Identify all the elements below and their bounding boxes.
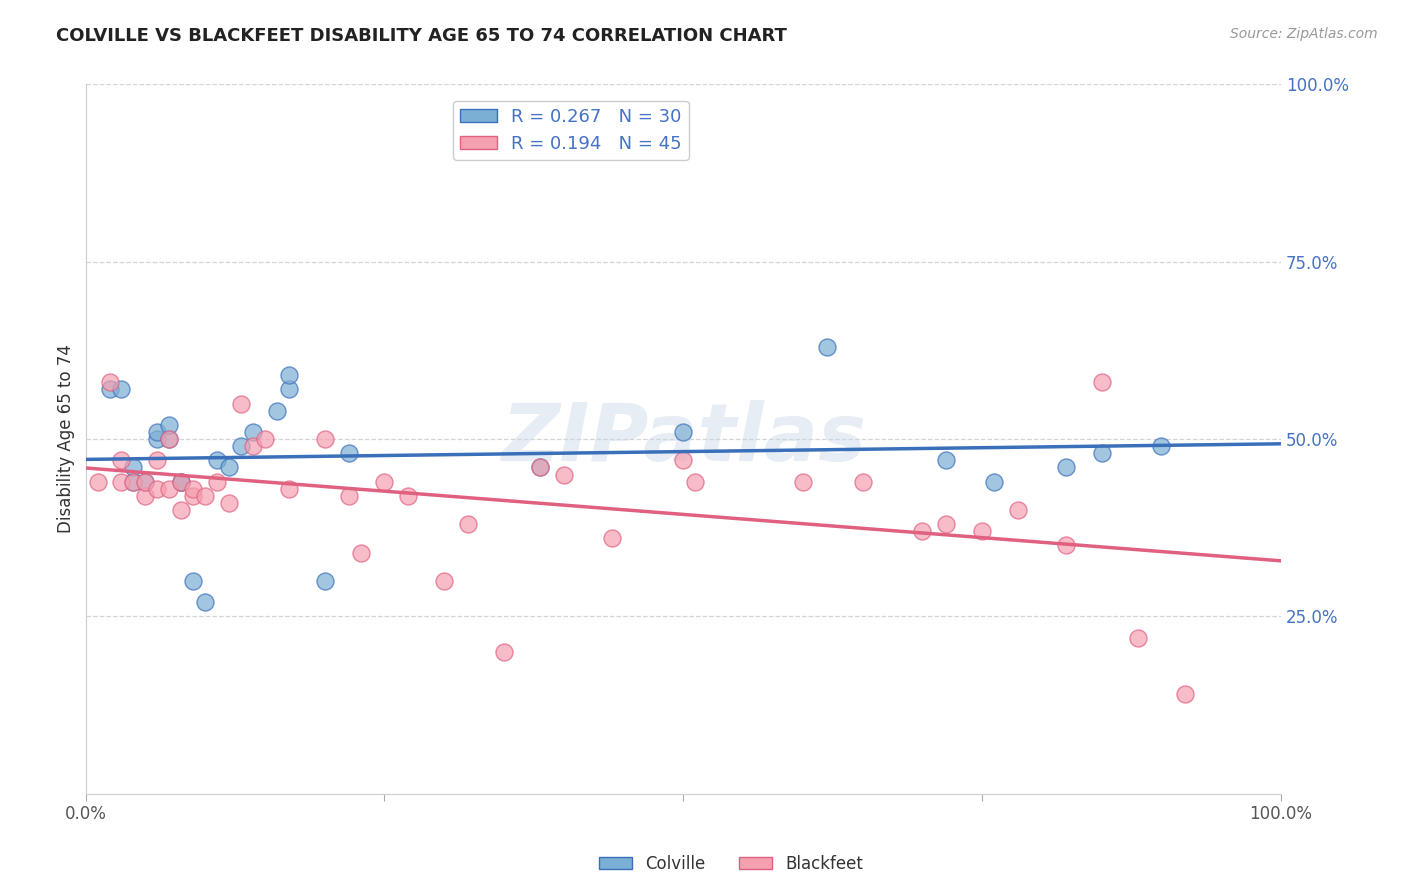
Point [1091,446,1114,460]
Point [492,645,515,659]
Point [98,383,121,397]
Point [983,475,1005,489]
Point [1174,687,1197,701]
Legend: Colville, Blackfeet: Colville, Blackfeet [592,848,870,880]
Point [146,425,169,439]
Point [242,425,264,439]
Point [1091,376,1114,390]
Point [277,368,299,383]
Point [170,475,193,489]
Point [205,475,228,489]
Point [181,482,204,496]
Point [972,524,994,539]
Point [146,482,169,496]
Point [672,453,695,467]
Point [337,489,360,503]
Point [181,489,204,503]
Point [170,475,193,489]
Point [157,482,180,496]
Point [314,574,336,588]
Point [1150,439,1173,453]
Point [433,574,456,588]
Point [110,383,132,397]
Point [935,453,957,467]
Point [134,475,156,489]
Point [157,417,180,432]
Point [314,432,336,446]
Point [253,432,276,446]
Point [122,475,145,489]
Point [349,545,371,559]
Point [337,446,360,460]
Point [911,524,934,539]
Legend: R = 0.267   N = 30, R = 0.194   N = 45: R = 0.267 N = 30, R = 0.194 N = 45 [453,101,689,160]
Point [672,425,695,439]
Point [852,475,875,489]
Point [194,489,217,503]
Point [122,475,145,489]
Point [683,475,706,489]
Text: Source: ZipAtlas.com: Source: ZipAtlas.com [1230,27,1378,41]
Point [457,517,479,532]
Point [110,475,132,489]
Point [373,475,395,489]
Point [1054,460,1077,475]
Point [194,595,217,609]
Point [266,403,288,417]
Point [529,460,551,475]
Point [98,376,121,390]
Point [792,475,814,489]
Point [242,439,264,453]
Point [170,475,193,489]
Point [110,453,132,467]
Point [1054,538,1077,552]
Point [396,489,419,503]
Point [229,396,252,410]
Point [600,532,623,546]
Point [218,496,240,510]
Point [146,453,169,467]
Point [1126,631,1149,645]
Point [146,432,169,446]
Point [553,467,575,482]
Point [277,482,299,496]
Point [86,475,108,489]
Text: ZIPatlas: ZIPatlas [501,400,866,478]
Y-axis label: Disability Age 65 to 74: Disability Age 65 to 74 [58,344,75,533]
Point [157,432,180,446]
Point [157,432,180,446]
Point [529,460,551,475]
Point [181,574,204,588]
Point [935,517,957,532]
Point [122,460,145,475]
Point [277,383,299,397]
Point [134,489,156,503]
Point [815,340,838,354]
Point [229,439,252,453]
Point [218,460,240,475]
Point [170,503,193,517]
Text: COLVILLE VS BLACKFEET DISABILITY AGE 65 TO 74 CORRELATION CHART: COLVILLE VS BLACKFEET DISABILITY AGE 65 … [56,27,787,45]
Point [134,475,156,489]
Point [205,453,228,467]
Point [1007,503,1029,517]
